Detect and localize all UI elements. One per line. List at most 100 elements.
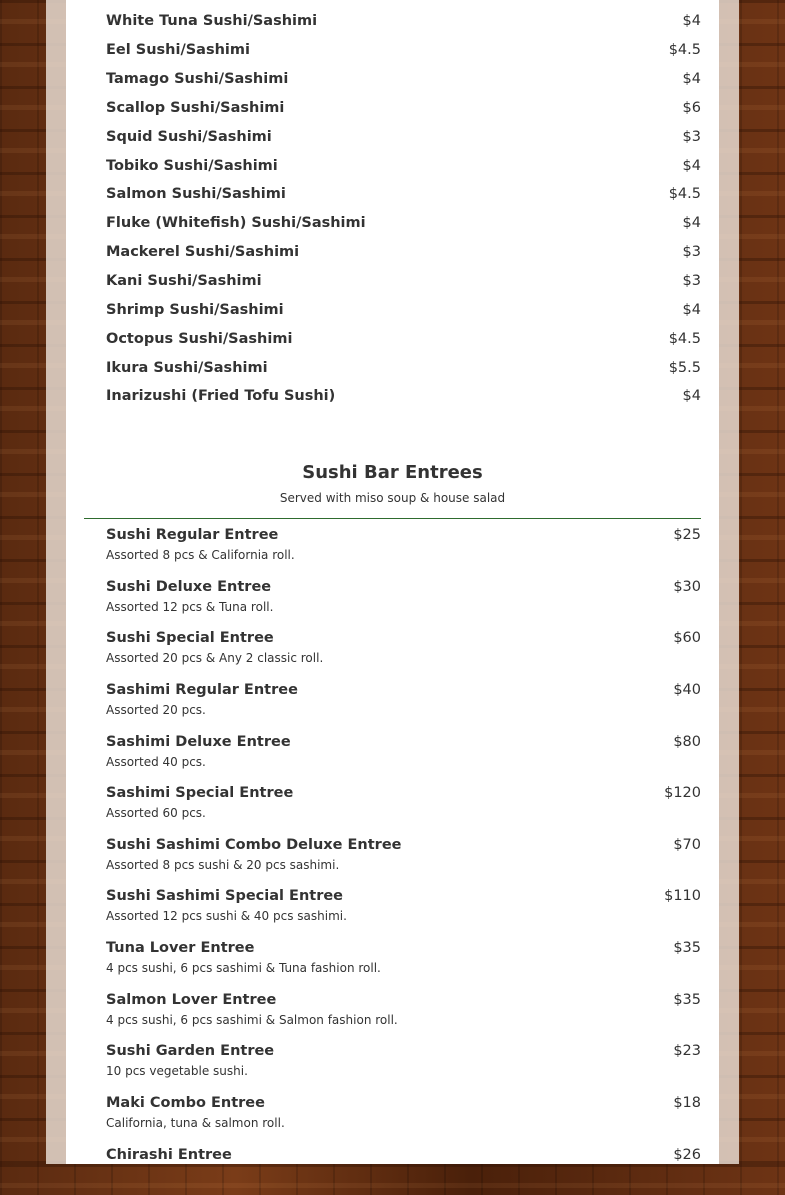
entree-price: $23 bbox=[673, 1043, 701, 1060]
entree-item: Sushi Sashimi Combo Deluxe Entree $70 Asso… bbox=[106, 834, 701, 886]
entree-description: Assorted 8 pcs sushi & 20 pcs sashimi. bbox=[106, 857, 340, 872]
entree-name: Sashimi Deluxe Entree bbox=[106, 733, 291, 750]
entrees-list: Sushi Regular Entree $25 Assorted 8 pcs & … bbox=[106, 524, 701, 1195]
entree-price: $40 bbox=[673, 681, 701, 698]
section-subtitle: Served with miso soup & house salad bbox=[279, 491, 506, 505]
entree-price: $110 bbox=[664, 888, 701, 905]
item-name: Inarizushi (Fried Tofu Sushi) bbox=[106, 388, 336, 405]
entree-name: Sushi Sashimi Special Entree bbox=[106, 888, 344, 905]
entree-item: Sashimi Special Entree $120 Assorted 60 pc… bbox=[106, 782, 701, 834]
sushi-sashimi-list: White Tuna Sushi/Sashimi $4 Eel Sushi/Sash… bbox=[106, 7, 701, 411]
menu-item: Octopus Sushi/Sashimi $4.5 bbox=[106, 324, 701, 353]
entree-description: Assorted 12 pcs & Tuna roll. bbox=[106, 599, 274, 614]
section-title: Sushi Bar Entrees bbox=[302, 462, 483, 483]
menu-item: White Tuna Sushi/Sashimi $4 bbox=[106, 7, 701, 36]
menu-item: Shrimp Sushi/Sashimi $4 bbox=[106, 295, 701, 324]
entree-price: $70 bbox=[673, 836, 701, 853]
item-name: Tobiko Sushi/Sashimi bbox=[106, 157, 278, 174]
entree-name: Sushi Sashimi Combo Deluxe Entree bbox=[106, 836, 402, 853]
section-header: Sushi Bar Entrees Served with miso soup … bbox=[84, 462, 701, 505]
entree-name: Sashimi Regular Entree bbox=[106, 681, 298, 698]
entree-name: Sushi Deluxe Entree bbox=[106, 578, 272, 595]
entree-name: Sushi Special Entree bbox=[106, 630, 274, 647]
item-price: $3 bbox=[682, 128, 701, 145]
menu-item: Fluke (Whitefish) Sushi/Sashimi $4 bbox=[106, 209, 701, 238]
entree-price: $30 bbox=[673, 578, 701, 595]
entree-item: Chirashi Entree $26 bbox=[106, 1144, 701, 1195]
menu-item: Tamago Sushi/Sashimi $4 bbox=[106, 65, 701, 94]
item-name: Eel Sushi/Sashimi bbox=[106, 42, 250, 59]
entree-name: Sushi Garden Entree bbox=[106, 1043, 275, 1060]
entree-price: $80 bbox=[673, 733, 701, 750]
entree-item: Tuna Lover Entree $35 4 pcs sushi, 6 pcs s… bbox=[106, 937, 701, 989]
menu-item: Eel Sushi/Sashimi $4.5 bbox=[106, 36, 701, 65]
menu-item: Tobiko Sushi/Sashimi $4 bbox=[106, 151, 701, 180]
entree-price: $35 bbox=[673, 991, 701, 1008]
entree-description: 4 pcs sushi, 6 pcs sashimi & Salmon fash… bbox=[106, 1012, 398, 1027]
entree-item: Sushi Garden Entree $23 10 pcs vegetable s… bbox=[106, 1040, 701, 1092]
item-price: $4 bbox=[682, 71, 701, 88]
item-name: Salmon Sushi/Sashimi bbox=[106, 186, 286, 203]
entree-description: Assorted 20 pcs & Any 2 classic roll. bbox=[106, 651, 324, 666]
menu-item: Kani Sushi/Sashimi $3 bbox=[106, 267, 701, 296]
item-price: $6 bbox=[682, 99, 701, 116]
entree-description: Assorted 12 pcs sushi & 40 pcs sashimi. bbox=[106, 909, 347, 924]
entree-item: Sushi Deluxe Entree $30 Assorted 12 pcs & … bbox=[106, 576, 701, 628]
entree-description: Assorted 20 pcs. bbox=[106, 702, 206, 717]
item-name: Tamago Sushi/Sashimi bbox=[106, 71, 289, 88]
entree-item: Maki Combo Entree $18 California, tuna & s… bbox=[106, 1092, 701, 1144]
entree-price: $25 bbox=[673, 527, 701, 543]
entree-item: Salmon Lover Entree $35 4 pcs sushi, 6 pcs… bbox=[106, 989, 701, 1041]
entree-name: Salmon Lover Entree bbox=[106, 991, 277, 1008]
entree-item: Sushi Sashimi Special Entree $110 Assorted… bbox=[106, 885, 701, 937]
item-price: $4 bbox=[682, 157, 701, 174]
entree-name: Maki Combo Entree bbox=[106, 1095, 265, 1112]
item-price: $4 bbox=[682, 215, 701, 232]
menu-item: Squid Sushi/Sashimi $3 bbox=[106, 122, 701, 151]
menu-item: Mackerel Sushi/Sashimi $3 bbox=[106, 238, 701, 267]
entree-item: Sashimi Deluxe Entree $80 Assorted 40 pcs. bbox=[106, 731, 701, 783]
entree-description: Assorted 8 pcs & California roll. bbox=[106, 548, 295, 562]
item-price: $4 bbox=[682, 388, 701, 405]
entree-description: Assorted 40 pcs. bbox=[106, 754, 206, 769]
item-name: Kani Sushi/Sashimi bbox=[106, 273, 262, 290]
item-price: $4 bbox=[682, 301, 701, 318]
item-name: Squid Sushi/Sashimi bbox=[106, 128, 272, 145]
entree-name: Tuna Lover Entree bbox=[106, 940, 255, 957]
entree-price: $18 bbox=[673, 1095, 701, 1112]
entree-name: Chirashi Entree bbox=[106, 1146, 232, 1163]
menu-item: Salmon Sushi/Sashimi $4.5 bbox=[106, 180, 701, 209]
entree-price: $35 bbox=[673, 940, 701, 957]
entree-description: Assorted 60 pcs. bbox=[106, 806, 206, 821]
item-price: $4.5 bbox=[668, 186, 701, 203]
menu-item: Scallop Sushi/Sashimi $6 bbox=[106, 94, 701, 123]
item-price: $5.5 bbox=[668, 359, 701, 376]
entree-description: 4 pcs sushi, 6 pcs sashimi & Tuna fashio… bbox=[106, 961, 381, 976]
item-price: $4.5 bbox=[668, 42, 701, 59]
menu-panel bbox=[66, 0, 719, 1164]
item-price: $3 bbox=[682, 273, 701, 290]
entree-item: Sashimi Regular Entree $40 Assorted 20 pcs… bbox=[106, 679, 701, 731]
item-name: White Tuna Sushi/Sashimi bbox=[106, 13, 318, 30]
entree-price: $60 bbox=[673, 630, 701, 647]
item-name: Octopus Sushi/Sashimi bbox=[106, 330, 293, 347]
entree-item: Sushi Special Entree $60 Assorted 20 pcs &… bbox=[106, 627, 701, 679]
item-price: $4 bbox=[682, 13, 701, 30]
item-name: Shrimp Sushi/Sashimi bbox=[106, 301, 284, 318]
section-divider bbox=[84, 518, 701, 519]
entree-item: Sushi Regular Entree $25 Assorted 8 pcs & … bbox=[106, 524, 701, 576]
item-name: Mackerel Sushi/Sashimi bbox=[106, 244, 300, 261]
menu-item: Ikura Sushi/Sashimi $5.5 bbox=[106, 353, 701, 382]
entree-price: $120 bbox=[664, 785, 701, 802]
entree-name: Sashimi Special Entree bbox=[106, 785, 294, 802]
item-name: Ikura Sushi/Sashimi bbox=[106, 359, 268, 376]
entree-price: $26 bbox=[673, 1146, 701, 1163]
item-price: $3 bbox=[682, 244, 701, 261]
entree-description: 10 pcs vegetable sushi. bbox=[106, 1064, 248, 1079]
item-name: Fluke (Whitefish) Sushi/Sashimi bbox=[106, 215, 366, 232]
entree-name: Sushi Regular Entree bbox=[106, 527, 279, 543]
menu-item: Inarizushi (Fried Tofu Sushi) $4 bbox=[106, 382, 701, 411]
item-price: $4.5 bbox=[668, 330, 701, 347]
item-name: Scallop Sushi/Sashimi bbox=[106, 99, 285, 116]
entree-description: California, tuna & salmon roll. bbox=[106, 1116, 285, 1131]
